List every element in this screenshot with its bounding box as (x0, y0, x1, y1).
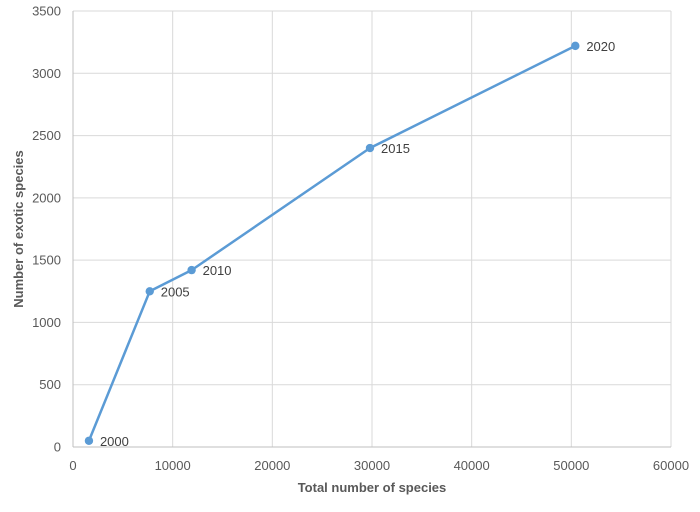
y-axis-title: Number of exotic species (11, 150, 26, 308)
x-tick-label: 0 (69, 458, 76, 473)
data-point (187, 265, 196, 275)
y-tick-label: 3500 (32, 4, 61, 19)
grid (73, 10, 672, 447)
y-tick-label: 500 (39, 377, 61, 392)
series-line (87, 44, 576, 442)
x-tick-label: 50000 (553, 458, 589, 473)
data-point (365, 143, 375, 153)
data-label: 2010 (203, 263, 232, 278)
data-label: 2020 (586, 39, 615, 54)
y-tick-label: 2000 (32, 190, 61, 205)
tick-labels: 0 500 1000 1500 2000 2500 3000 3500 0 10000 20000 3… (32, 4, 689, 474)
y-tick-label: 2500 (32, 128, 61, 143)
x-tick-label: 60000 (653, 458, 689, 473)
series: 2000 2005 2010 2015 2020 (84, 39, 615, 449)
x-axis-title: Total number of species (298, 480, 447, 495)
y-tick-label: 0 (54, 440, 61, 455)
data-point (571, 41, 580, 51)
axes (72, 11, 671, 448)
data-label: 2000 (100, 434, 129, 449)
x-tick-label: 40000 (454, 458, 490, 473)
y-tick-label: 3000 (32, 66, 61, 81)
x-tick-label: 20000 (254, 458, 290, 473)
y-tick-label: 1500 (32, 253, 61, 268)
y-tick-label: 1000 (32, 315, 61, 330)
data-label: 2015 (381, 141, 410, 156)
data-label: 2005 (161, 284, 190, 299)
data-point (84, 436, 94, 445)
data-point (145, 287, 154, 296)
x-tick-label: 10000 (155, 458, 191, 473)
x-tick-label: 30000 (354, 458, 390, 473)
